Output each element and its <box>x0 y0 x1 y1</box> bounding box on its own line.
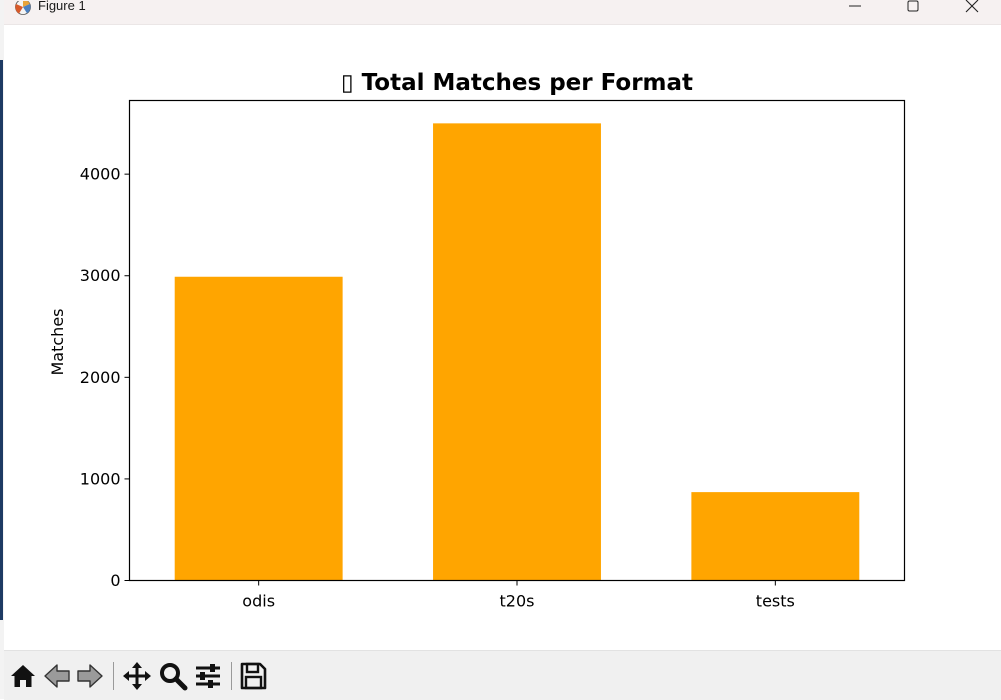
y-axis-label: Matches <box>48 309 67 376</box>
bars-group <box>174 123 860 581</box>
home-button[interactable] <box>7 660 39 692</box>
forward-arrow-icon <box>77 664 103 688</box>
back-arrow-icon <box>44 664 70 688</box>
y-tick-label: 1000 <box>80 469 121 488</box>
x-axis: odis t20s tests <box>242 580 795 611</box>
save-icon <box>240 662 267 690</box>
y-tick-label: 3000 <box>80 266 121 285</box>
maximize-button[interactable] <box>891 0 937 18</box>
navigation-toolbar <box>4 650 1001 700</box>
pan-button[interactable] <box>121 660 153 692</box>
bar-odis <box>174 276 343 581</box>
chart-title: ▯ Total Matches per Format <box>341 70 693 96</box>
window-titlebar[interactable]: Figure 1 <box>4 0 1001 25</box>
left-window-edge <box>0 0 4 699</box>
back-button[interactable] <box>41 660 73 692</box>
matplotlib-icon <box>14 0 32 15</box>
close-icon <box>965 0 979 13</box>
minimize-icon <box>849 5 861 7</box>
save-button[interactable] <box>237 660 269 692</box>
toolbar-separator <box>113 662 114 690</box>
background-window-strip <box>0 60 3 620</box>
window-title: Figure 1 <box>38 0 86 13</box>
y-tick-label: 2000 <box>80 368 121 387</box>
bar-tests <box>691 492 860 581</box>
minimize-button[interactable] <box>833 0 879 18</box>
forward-button[interactable] <box>74 660 106 692</box>
maximize-icon <box>907 0 919 12</box>
zoom-icon <box>160 663 188 691</box>
close-button[interactable] <box>950 0 996 18</box>
figure-canvas: ▯ Total Matches per Format Matches 0 1000… <box>4 25 1001 650</box>
toolbar-separator <box>231 662 232 690</box>
plot-frame <box>128 99 906 582</box>
bar-chart: ▯ Total Matches per Format Matches 0 1000… <box>48 70 906 611</box>
configure-subplots-button[interactable] <box>192 660 224 692</box>
pan-icon <box>123 662 151 690</box>
y-axis: 0 1000 2000 3000 4000 <box>80 165 130 590</box>
x-tick-label: odis <box>242 592 275 611</box>
bar-t20s <box>433 123 601 581</box>
configure-subplots-icon <box>196 664 220 688</box>
x-tick-label: tests <box>756 592 795 611</box>
zoom-button[interactable] <box>157 660 189 692</box>
home-icon <box>11 665 35 687</box>
y-tick-label: 4000 <box>80 165 121 184</box>
y-tick-label: 0 <box>110 571 120 590</box>
x-tick-label: t20s <box>500 592 535 611</box>
